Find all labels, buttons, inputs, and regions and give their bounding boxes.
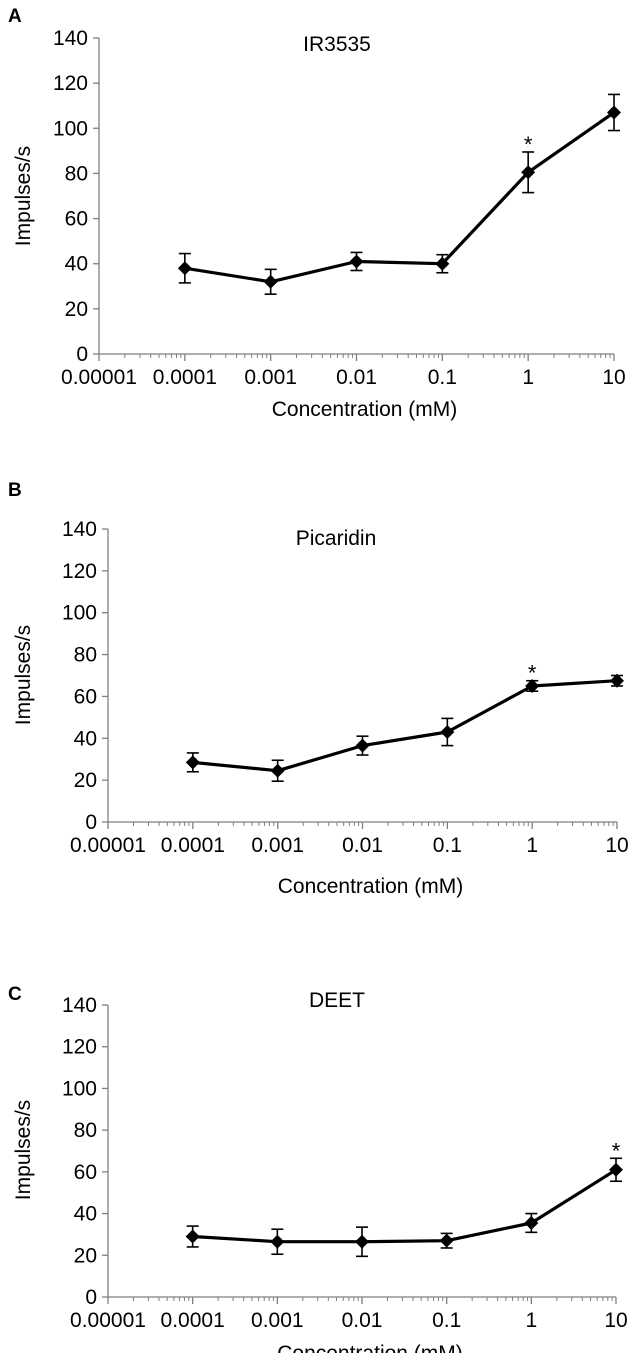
y-tick-label: 140 bbox=[62, 518, 97, 541]
significance-star: * bbox=[524, 132, 533, 157]
y-tick-label: 40 bbox=[74, 727, 97, 750]
data-point bbox=[355, 738, 370, 753]
y-tick-label: 120 bbox=[53, 72, 88, 95]
y-tick-label: 80 bbox=[74, 644, 97, 667]
y-tick-label: 120 bbox=[62, 1036, 97, 1059]
x-tick-label: 0.1 bbox=[433, 834, 462, 857]
data-point bbox=[435, 256, 450, 271]
x-tick-label: 0.00001 bbox=[61, 366, 137, 389]
x-tick-label: 1 bbox=[522, 366, 534, 389]
x-axis-title: Concentration (mM) bbox=[277, 1342, 463, 1353]
x-tick-label: 0.0001 bbox=[161, 834, 225, 857]
data-point bbox=[185, 755, 200, 770]
x-tick-label: 10 bbox=[605, 834, 628, 857]
data-point bbox=[521, 165, 536, 180]
data-point bbox=[607, 105, 621, 120]
x-tick-label: 0.00001 bbox=[70, 834, 146, 857]
y-axis-title: Impulses/s bbox=[12, 146, 35, 246]
panel-letter: C bbox=[8, 984, 22, 1005]
series-line bbox=[192, 679, 618, 773]
y-axis-title: Impulses/s bbox=[12, 625, 35, 725]
x-tick-label: 0.0001 bbox=[161, 1309, 225, 1332]
x-tick-label: 0.1 bbox=[432, 1309, 461, 1332]
y-tick-label: 80 bbox=[65, 162, 88, 185]
y-tick-label: 140 bbox=[62, 994, 97, 1017]
x-tick-label: 10 bbox=[602, 366, 625, 389]
data-point bbox=[270, 1234, 285, 1249]
y-tick-label: 80 bbox=[74, 1119, 97, 1142]
chart-panel-a: A IR3535 0 20 40 60 80 100 120 140 0.00001 0.0001 0.… bbox=[8, 6, 626, 421]
data-point bbox=[609, 1162, 623, 1177]
data-point bbox=[439, 1233, 454, 1248]
data-point bbox=[263, 274, 278, 289]
data-point bbox=[525, 678, 540, 693]
x-tick-label: 0.01 bbox=[342, 834, 383, 857]
chart-title: DEET bbox=[309, 989, 365, 1012]
data-point bbox=[440, 725, 455, 740]
x-tick-label: 10 bbox=[604, 1309, 627, 1332]
data-point bbox=[177, 261, 192, 276]
y-tick-label: 40 bbox=[74, 1203, 97, 1226]
data-point bbox=[349, 254, 364, 269]
x-tick-label: 1 bbox=[525, 1309, 537, 1332]
significance-star: * bbox=[612, 1138, 621, 1163]
y-tick-label: 0 bbox=[85, 811, 97, 834]
y-tick-label: 100 bbox=[62, 1077, 97, 1100]
series-line bbox=[192, 1168, 617, 1244]
panel-letter: A bbox=[8, 6, 22, 27]
chart-panel-b: B Picaridin 0 20 40 60 80 100 120 140 0.00001 0.000… bbox=[8, 480, 629, 898]
y-tick-label: 100 bbox=[53, 117, 88, 140]
series-line bbox=[184, 111, 615, 284]
x-tick-label: 0.001 bbox=[251, 834, 304, 857]
y-tick-label: 60 bbox=[65, 208, 88, 231]
data-point bbox=[610, 673, 624, 688]
x-tick-label: 0.00001 bbox=[70, 1309, 146, 1332]
x-tick-label: 1 bbox=[526, 834, 538, 857]
y-tick-label: 60 bbox=[74, 1161, 97, 1184]
x-tick-label: 0.001 bbox=[244, 366, 297, 389]
y-tick-label: 20 bbox=[74, 1244, 97, 1267]
y-axis-title: Impulses/s bbox=[12, 1100, 35, 1200]
y-tick-label: 140 bbox=[53, 27, 88, 50]
data-point bbox=[524, 1215, 539, 1230]
data-point bbox=[270, 763, 285, 778]
x-tick-label: 0.0001 bbox=[153, 366, 217, 389]
x-tick-label: 0.01 bbox=[336, 366, 377, 389]
y-tick-label: 0 bbox=[76, 343, 88, 366]
panel-letter: B bbox=[8, 480, 22, 501]
y-tick-label: 60 bbox=[74, 685, 97, 708]
x-axis-title: Concentration (mM) bbox=[272, 398, 458, 421]
x-tick-label: 0.1 bbox=[428, 366, 457, 389]
x-axis-title: Concentration (mM) bbox=[278, 875, 464, 898]
y-tick-label: 20 bbox=[65, 298, 88, 321]
x-tick-label: 0.01 bbox=[342, 1309, 383, 1332]
y-tick-label: 40 bbox=[65, 253, 88, 276]
y-tick-label: 100 bbox=[62, 602, 97, 625]
y-tick-label: 20 bbox=[74, 769, 97, 792]
data-point bbox=[355, 1234, 369, 1249]
significance-star: * bbox=[528, 661, 537, 686]
chart-title: Picaridin bbox=[296, 527, 377, 550]
y-tick-label: 0 bbox=[85, 1286, 97, 1309]
x-tick-label: 0.001 bbox=[251, 1309, 304, 1332]
chart-panel-c: C DEET 0 20 40 60 80 100 120 140 0.00001 0.0001 0.00… bbox=[8, 984, 628, 1353]
y-tick-label: 120 bbox=[62, 560, 97, 583]
chart-title: IR3535 bbox=[303, 33, 371, 56]
data-point bbox=[185, 1229, 200, 1244]
